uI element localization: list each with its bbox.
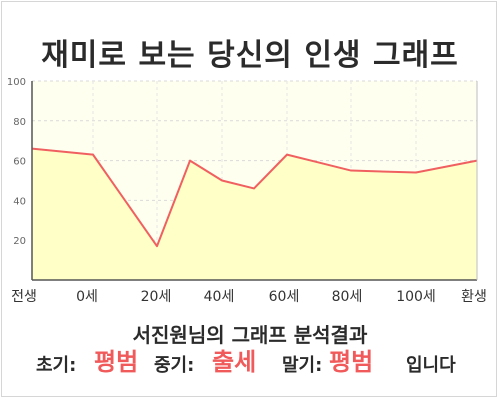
late-label: 말기: bbox=[282, 355, 323, 376]
x-tick-label: 20세 bbox=[141, 289, 172, 305]
x-tick-label: 환생 bbox=[461, 289, 487, 305]
y-tick-labels: 20 40 60 80 100 bbox=[7, 77, 26, 247]
x-tick-label: 80세 bbox=[332, 289, 363, 305]
analysis-summary-title: 서진원님의 그래프 분석결과 bbox=[132, 323, 368, 347]
mid-value: 출세 bbox=[212, 348, 257, 376]
early-label: 초기: bbox=[36, 355, 77, 376]
life-area-fill bbox=[32, 148, 477, 280]
page-title: 재미로 보는 당신의 인생 그래프 bbox=[41, 38, 459, 73]
early-value: 평범 bbox=[94, 348, 139, 376]
y-tick-label: 60 bbox=[13, 157, 26, 168]
analysis-result: 초기: 평범 중기: 출세 말기: 평범 입니다 bbox=[36, 345, 496, 381]
x-tick-labels: 전생 0세 20세 40세 60세 80세 100세 환생 bbox=[11, 289, 487, 305]
x-tick-label: 60세 bbox=[269, 289, 300, 305]
x-tick-label: 100세 bbox=[396, 289, 436, 305]
mid-label: 중기: bbox=[154, 355, 195, 376]
life-line-series bbox=[31, 147, 478, 248]
x-tick-label: 전생 bbox=[11, 289, 37, 305]
y-tick-label: 100 bbox=[7, 77, 26, 88]
x-tick-label: 0세 bbox=[76, 289, 98, 305]
late-value: 평범 bbox=[329, 348, 374, 376]
y-tick-label: 80 bbox=[13, 117, 26, 128]
y-tick-label: 20 bbox=[13, 236, 26, 247]
result-suffix: 입니다 bbox=[406, 355, 456, 376]
y-tick-label: 40 bbox=[13, 196, 26, 207]
x-tick-label: 40세 bbox=[204, 289, 235, 305]
